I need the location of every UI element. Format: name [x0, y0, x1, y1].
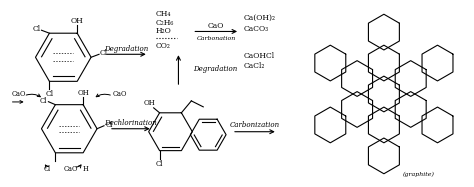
Text: C₂H₆: C₂H₆	[155, 19, 174, 27]
Text: CaCl₂: CaCl₂	[244, 62, 265, 70]
Text: Cl: Cl	[105, 121, 113, 129]
Text: CaO: CaO	[208, 22, 224, 30]
Text: CaO: CaO	[113, 90, 128, 98]
Text: CaO: CaO	[64, 165, 78, 173]
Text: CaO: CaO	[12, 90, 26, 98]
Text: Ca(OH)₂: Ca(OH)₂	[244, 14, 276, 22]
Text: OH: OH	[77, 89, 89, 97]
Text: Carbonization: Carbonization	[230, 121, 280, 129]
Text: H: H	[82, 165, 88, 173]
Text: CaOHCl: CaOHCl	[244, 52, 275, 60]
Text: Cl: Cl	[100, 49, 108, 57]
Text: CH₄: CH₄	[155, 10, 171, 18]
Text: CO₂: CO₂	[155, 42, 171, 50]
Text: Degradation: Degradation	[104, 45, 148, 53]
Text: Dechlorination: Dechlorination	[104, 119, 157, 127]
Text: Degradation: Degradation	[193, 65, 237, 73]
Text: Cl: Cl	[32, 25, 41, 33]
Text: Cl: Cl	[156, 160, 163, 168]
Text: OH: OH	[144, 99, 155, 107]
Text: OH: OH	[71, 17, 83, 25]
Text: Carbonation: Carbonation	[197, 36, 236, 41]
Text: (graphite): (graphite)	[402, 172, 435, 177]
Text: H₂O: H₂O	[155, 27, 172, 36]
Text: Cl: Cl	[40, 97, 47, 105]
Text: CaCO₃: CaCO₃	[244, 25, 269, 33]
Text: Cl: Cl	[46, 90, 54, 98]
Text: Cl: Cl	[44, 165, 51, 173]
